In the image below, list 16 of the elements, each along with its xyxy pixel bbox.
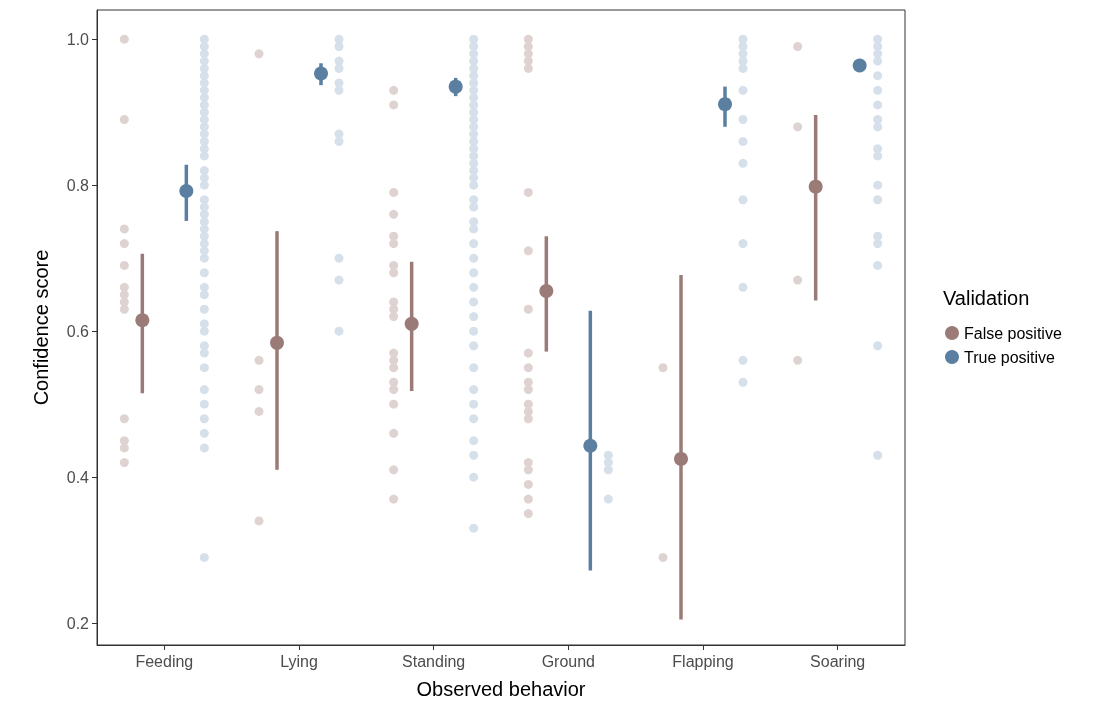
y-tick-label: 0.6: [66, 322, 90, 340]
x-tick-label: Ground: [541, 652, 596, 670]
y-tick-label: 0.8: [66, 176, 90, 194]
y-tick-label: 0.2: [66, 614, 90, 632]
x-axis-title: Observed behavior: [416, 678, 586, 700]
legend-label: False positive: [964, 324, 1062, 342]
y-tick-label: 0.4: [66, 468, 90, 486]
x-tick-label: Standing: [402, 652, 466, 670]
legend-label: True positive: [964, 348, 1056, 366]
x-tick-label: Feeding: [135, 652, 194, 670]
x-tick-label: Flapping: [672, 652, 734, 670]
y-tick-label: 1.0: [66, 30, 90, 48]
y-axis-title: Confidence score: [30, 249, 52, 406]
legend-title: Validation: [943, 287, 1030, 309]
x-tick-label: Lying: [280, 652, 318, 670]
x-tick-label: Soaring: [810, 652, 866, 670]
